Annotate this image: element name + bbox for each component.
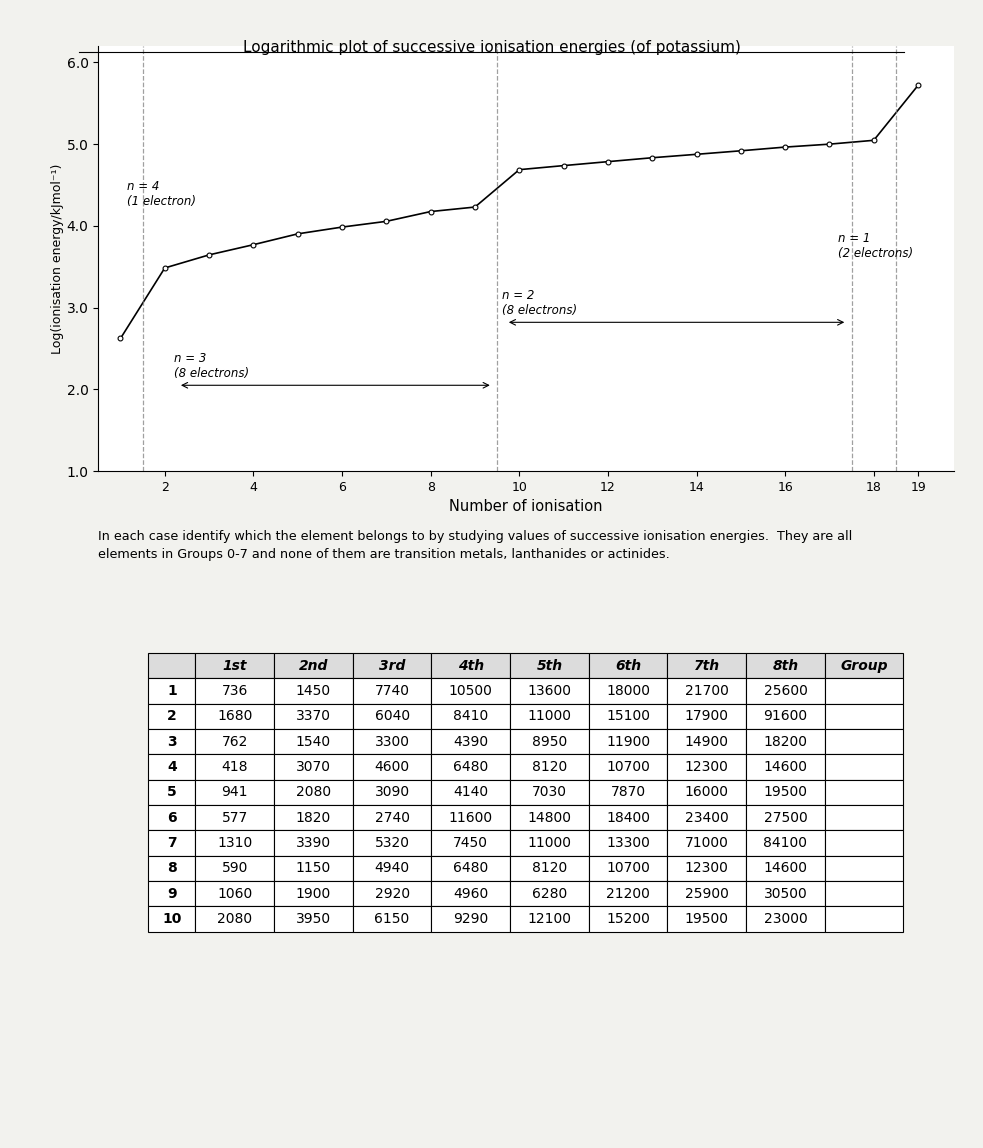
Text: Logarithmic plot of successive ionisation energies (of potassium): Logarithmic plot of successive ionisatio…: [243, 40, 740, 55]
X-axis label: Number of ionisation: Number of ionisation: [449, 499, 603, 514]
Text: n = 2
(8 electrons): n = 2 (8 electrons): [501, 289, 577, 317]
Text: n = 4
(1 electron): n = 4 (1 electron): [127, 180, 196, 208]
Text: n = 3
(8 electrons): n = 3 (8 electrons): [174, 351, 249, 380]
Text: In each case identify which the element belongs to by studying values of success: In each case identify which the element …: [98, 529, 852, 560]
Text: n = 1
(2 electrons): n = 1 (2 electrons): [838, 232, 913, 261]
Y-axis label: Log(ionisation energy/kJmol⁻¹): Log(ionisation energy/kJmol⁻¹): [51, 163, 64, 354]
